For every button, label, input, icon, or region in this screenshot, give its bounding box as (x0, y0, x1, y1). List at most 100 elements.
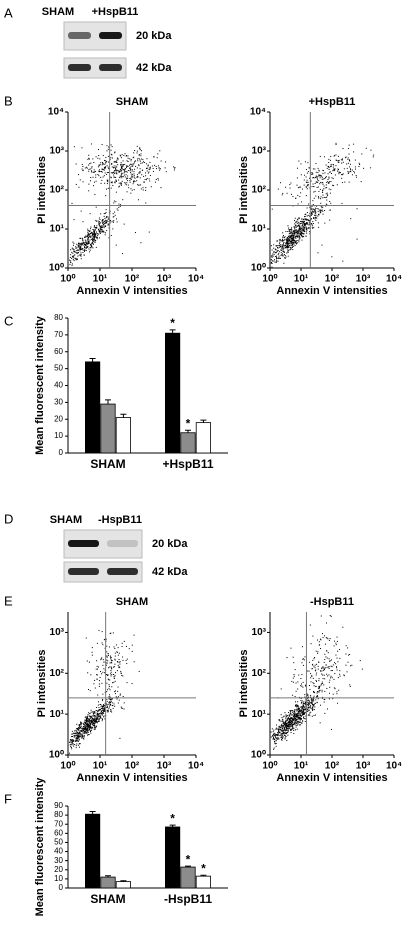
event-dot (114, 663, 116, 665)
event-dot (96, 225, 98, 227)
event-dot (290, 238, 292, 240)
event-dot (96, 232, 98, 234)
event-dot (76, 737, 78, 739)
event-dot (305, 223, 307, 225)
event-dot (107, 674, 109, 676)
event-dot (77, 255, 79, 257)
event-dot (102, 219, 104, 221)
event-dot (130, 175, 132, 177)
event-dot (110, 701, 112, 703)
event-dot (275, 257, 277, 259)
event-dot (288, 718, 290, 720)
event-dot (110, 157, 112, 159)
event-dot (330, 165, 332, 167)
event-dot (279, 720, 281, 722)
event-dot (94, 171, 96, 173)
event-dot (273, 735, 275, 737)
event-dot (295, 232, 297, 234)
event-dot (292, 721, 294, 723)
event-dot (78, 729, 80, 731)
event-dot (97, 220, 99, 222)
event-dot (285, 716, 287, 718)
event-dot (298, 709, 300, 711)
event-dot (301, 220, 303, 222)
event-dot (108, 646, 110, 648)
event-dot (303, 233, 305, 235)
event-dot (123, 169, 125, 171)
event-dot (299, 718, 301, 720)
y-tick-label: 60 (54, 347, 63, 356)
event-dot (276, 259, 278, 261)
event-dot (354, 159, 356, 161)
event-dot (296, 242, 298, 244)
event-dot (327, 165, 329, 167)
event-dot (101, 713, 103, 715)
event-dot (319, 722, 321, 724)
event-dot (79, 246, 81, 248)
event-dot (294, 227, 296, 229)
event-dot (323, 701, 325, 703)
event-dot (72, 248, 74, 250)
event-dot (106, 165, 108, 167)
event-dot (94, 233, 96, 235)
event-dot (78, 254, 80, 256)
event-dot (101, 179, 103, 181)
event-dot (79, 733, 81, 735)
event-dot (277, 260, 279, 262)
event-dot (305, 223, 307, 225)
event-dot (111, 711, 113, 713)
event-dot (314, 207, 316, 209)
event-dot (315, 674, 317, 676)
event-dot (88, 726, 90, 728)
event-dot (112, 666, 114, 668)
event-dot (87, 718, 89, 720)
event-dot (78, 739, 80, 741)
event-dot (277, 253, 279, 255)
event-dot (114, 659, 116, 661)
event-dot (299, 228, 301, 230)
event-dot (99, 676, 101, 678)
event-dot (304, 218, 306, 220)
event-dot (90, 226, 92, 228)
event-dot (312, 173, 314, 175)
event-dot (96, 720, 98, 722)
event-dot (71, 748, 73, 750)
event-dot (311, 708, 313, 710)
event-dot (71, 741, 73, 743)
event-dot (285, 725, 287, 727)
event-dot (112, 682, 114, 684)
event-dot (303, 708, 305, 710)
event-dot (289, 229, 291, 231)
event-dot (101, 231, 103, 233)
event-dot (122, 165, 124, 167)
event-dot (281, 736, 283, 738)
event-dot (112, 172, 114, 174)
event-dot (298, 711, 300, 713)
event-dot (330, 665, 332, 667)
event-dot (76, 734, 78, 736)
event-dot (89, 726, 91, 728)
lane-label: SHAM (50, 514, 82, 526)
event-dot (147, 165, 149, 167)
event-dot (279, 241, 281, 243)
event-dot (310, 223, 312, 225)
event-dot (94, 181, 96, 183)
event-dot (93, 229, 95, 231)
event-dot (107, 224, 109, 226)
event-dot (116, 208, 118, 210)
event-dot (310, 699, 312, 701)
event-dot (119, 177, 121, 179)
event-dot (90, 715, 92, 717)
event-dot (81, 730, 83, 732)
event-dot (287, 729, 289, 731)
event-dot (105, 157, 107, 159)
event-dot (316, 181, 318, 183)
event-dot (131, 644, 133, 646)
event-dot (292, 240, 294, 242)
event-dot (287, 225, 289, 227)
event-dot (75, 252, 77, 254)
event-dot (287, 245, 289, 247)
event-dot (290, 717, 292, 719)
event-dot (119, 171, 121, 173)
event-dot (287, 227, 289, 229)
